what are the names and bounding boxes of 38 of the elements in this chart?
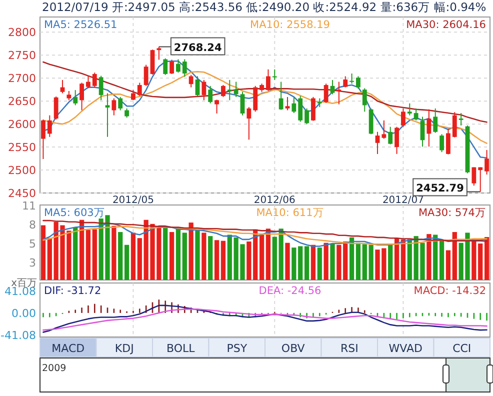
x-tick-label: 2012/05 bbox=[112, 195, 154, 206]
y-tick-label: 8 bbox=[29, 218, 36, 232]
text: 2009 bbox=[42, 363, 66, 374]
y-tick-label: 0.00 bbox=[12, 306, 36, 320]
y-tick-label: 2600 bbox=[8, 118, 36, 132]
x-tick-label: 2012/06 bbox=[254, 195, 296, 206]
text: KDJ bbox=[114, 342, 134, 355]
series-label: MA10: 611万 bbox=[256, 207, 324, 219]
text: PSY bbox=[226, 342, 248, 355]
series-label: DIF: -31.72 bbox=[44, 285, 102, 297]
y-tick-label: 2750 bbox=[8, 49, 36, 62]
series-label: DEA: -24.56 bbox=[258, 285, 322, 297]
chart-title: 2012/07/19 开:2497.05 高:2543.56 低:2490.20 收:2524.92 量:636万 幅:0.94% bbox=[42, 0, 486, 14]
y-tick-label: 5 bbox=[29, 238, 36, 251]
y-tick-label: 3 bbox=[29, 256, 36, 270]
y-tick-label: 2500 bbox=[8, 164, 36, 178]
y-tick-label: 2800 bbox=[8, 26, 36, 40]
text: MA10: 2558.19 bbox=[250, 19, 330, 31]
text: CCI bbox=[452, 342, 472, 355]
text: MA30: 2604.16 bbox=[406, 19, 486, 31]
text: WVAD bbox=[388, 342, 422, 355]
text: MACD bbox=[52, 342, 85, 355]
x-tick-label: 2012/07 bbox=[382, 195, 424, 206]
text: MA5: 2526.51 bbox=[44, 19, 118, 31]
y-tick-label: -41.08 bbox=[0, 328, 36, 342]
series-label: MA30: 574万 bbox=[418, 207, 486, 219]
y-tick-label: 11 bbox=[22, 200, 36, 213]
text: RSI bbox=[340, 342, 358, 355]
text: OBV bbox=[281, 342, 306, 355]
y-tick-label: 2450 bbox=[8, 187, 36, 200]
series-label: MACD: -14.32 bbox=[414, 285, 486, 297]
annotation: 2452.79 bbox=[416, 182, 464, 195]
y-tick-label: 2650 bbox=[8, 95, 36, 108]
y-tick-label: 2700 bbox=[8, 72, 36, 86]
text: BOLL bbox=[166, 342, 196, 355]
series-label: MA5: 603万 bbox=[44, 207, 105, 219]
y-tick-label: 2550 bbox=[8, 141, 36, 154]
annotation: 2768.24 bbox=[174, 42, 222, 54]
